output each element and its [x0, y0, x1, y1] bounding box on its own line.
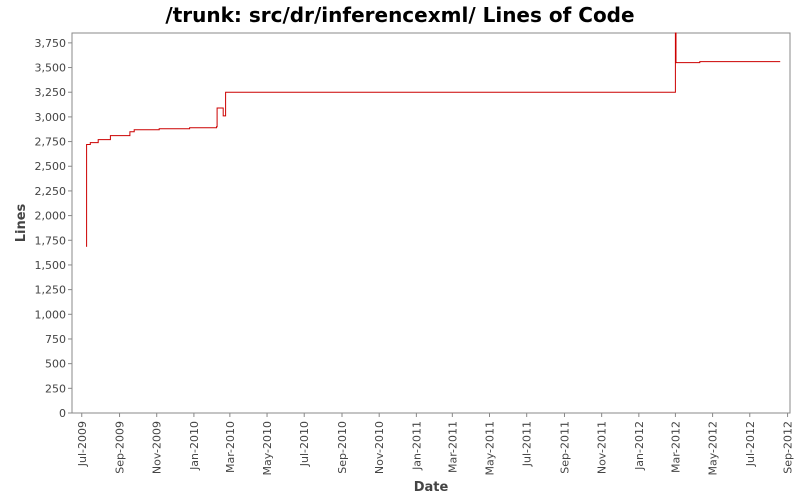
y-tick-label: 2,000	[35, 210, 67, 223]
y-tick-label: 2,250	[35, 185, 67, 198]
y-tick-label: 3,500	[35, 62, 67, 75]
x-tick-label: Mar-2010	[224, 421, 237, 473]
x-tick-label: Sep-2009	[114, 421, 127, 474]
x-tick-label: Mar-2011	[446, 421, 459, 473]
x-tick-label: Nov-2009	[151, 421, 164, 474]
x-axis-label: Date	[414, 480, 449, 495]
x-tick-label: Jul-2009	[76, 421, 89, 467]
x-tick-label: Jul-2011	[521, 421, 534, 467]
y-tick-label: 1,250	[35, 284, 67, 297]
x-tick-label: Jul-2010	[298, 421, 311, 467]
y-tick-label: 2,500	[35, 160, 67, 173]
x-tick-label: Nov-2010	[373, 421, 386, 474]
x-tick-label: Jan-2010	[188, 421, 201, 471]
x-tick-label: May-2011	[484, 421, 497, 476]
x-tick-label: Sep-2010	[336, 421, 349, 474]
y-tick-label: 1,500	[35, 259, 67, 272]
series-line	[86, 32, 781, 247]
x-tick-label: May-2010	[261, 421, 274, 476]
x-tick-label: Nov-2011	[596, 421, 609, 474]
x-tick-label: Jan-2011	[410, 421, 423, 471]
y-tick-label: 500	[45, 358, 66, 371]
x-tick-label: Jul-2012	[744, 421, 757, 467]
y-axis-label: Lines	[14, 203, 29, 242]
y-tick-label: 3,750	[35, 37, 67, 50]
y-axis: 0 250 500 750 1,000 1,250 1,500 1,750 2,000 2,250…	[35, 37, 72, 420]
x-tick-label: Jan-2012	[633, 421, 646, 471]
y-tick-label: 1,000	[35, 308, 67, 321]
x-tick-label: Sep-2011	[558, 421, 571, 474]
y-tick-label: 750	[45, 333, 66, 346]
series-layer	[86, 32, 781, 247]
y-tick-label: 0	[59, 407, 66, 420]
x-axis: Jul-2009 Sep-2009 Nov-2009 Jan-2010 Mar-2010…	[76, 413, 795, 476]
y-tick-label: 250	[45, 382, 66, 395]
y-tick-label: 3,000	[35, 111, 67, 124]
x-tick-label: Sep-2012	[782, 421, 795, 474]
x-tick-label: Mar-2012	[669, 421, 682, 473]
y-tick-label: 2,750	[35, 136, 67, 149]
x-tick-label: May-2012	[707, 421, 720, 476]
y-tick-label: 3,250	[35, 86, 67, 99]
plot-area	[71, 32, 791, 414]
y-tick-label: 1,750	[35, 234, 67, 247]
chart-title: /trunk: src/dr/inferencexml/ Lines of Co…	[165, 3, 635, 27]
